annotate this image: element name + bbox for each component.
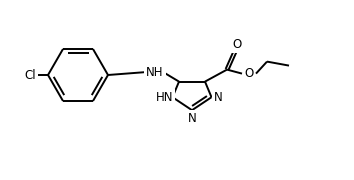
Text: NH: NH	[146, 66, 164, 78]
Text: Cl: Cl	[24, 69, 36, 82]
Text: O: O	[232, 38, 242, 51]
Text: HN: HN	[156, 91, 173, 104]
Text: O: O	[244, 67, 253, 80]
Text: N: N	[188, 112, 196, 125]
Text: N: N	[214, 91, 223, 104]
